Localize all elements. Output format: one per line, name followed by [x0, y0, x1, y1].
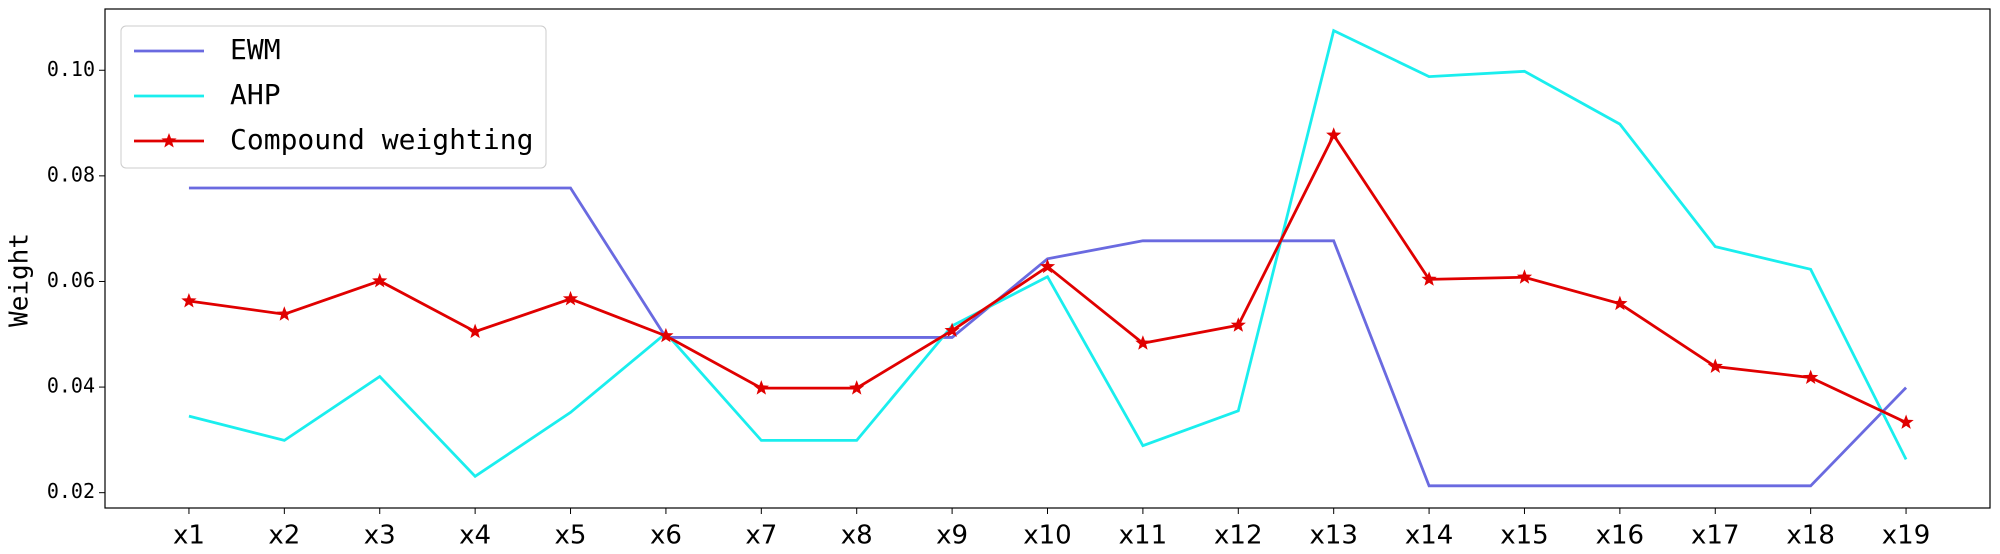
x-tick-label: x12: [1214, 521, 1262, 551]
point-marker: [1230, 317, 1246, 332]
y-tick-label: 0.04: [47, 374, 95, 398]
point-marker: [1707, 358, 1723, 373]
point-marker: [1516, 269, 1533, 284]
x-tick-label: x4: [459, 521, 491, 551]
point-marker: [562, 290, 579, 306]
y-tick-label: 0.06: [47, 268, 95, 292]
series-line: [188, 28, 1908, 479]
x-tick-label: x3: [364, 521, 396, 551]
x-tick-label: x8: [841, 521, 873, 551]
y-tick-label: 0.08: [47, 162, 95, 186]
x-tick-label: x9: [936, 521, 968, 551]
x-tick-label: x7: [745, 521, 777, 551]
x-tick-label: x10: [1023, 521, 1071, 551]
x-tick-label: x18: [1786, 521, 1834, 551]
point-marker: [276, 306, 292, 321]
point-marker: [1039, 258, 1056, 274]
point-marker: [849, 380, 865, 395]
point-marker: [467, 323, 483, 339]
x-tick-label: x1: [173, 521, 205, 551]
point-marker: [1803, 369, 1819, 384]
y-tick-label: 0.10: [47, 57, 95, 81]
legend-marker: [161, 133, 177, 148]
y-tick-label: 0.02: [47, 479, 95, 503]
point-marker: [1612, 295, 1628, 311]
point-marker: [372, 272, 388, 288]
legend-box: [120, 25, 547, 169]
x-tick-label: x17: [1691, 521, 1739, 551]
legend-label: AHP: [230, 78, 281, 111]
point-marker: [181, 293, 197, 308]
point-marker: [658, 327, 674, 343]
point-marker: [1135, 335, 1151, 350]
x-tick-label: x11: [1119, 521, 1167, 551]
point-marker: [1326, 127, 1342, 142]
x-tick-label: x2: [268, 521, 300, 551]
x-tick-label: x16: [1596, 521, 1644, 551]
point-marker: [1898, 414, 1914, 429]
point-marker: [944, 322, 960, 337]
x-tick-label: x13: [1309, 521, 1357, 551]
x-tick-label: x5: [555, 521, 587, 551]
x-tick-label: x6: [650, 521, 682, 551]
series-line: [188, 186, 1908, 488]
x-tick-label: x19: [1882, 521, 1930, 551]
y-axis-label: Weight: [5, 233, 35, 327]
legend-label: Compound weighting: [230, 123, 533, 156]
x-tick-label: x15: [1500, 521, 1548, 551]
point-marker: [753, 380, 769, 395]
legend-label: EWM: [230, 33, 281, 66]
point-marker: [1421, 271, 1437, 286]
x-tick-label: x14: [1405, 521, 1453, 551]
